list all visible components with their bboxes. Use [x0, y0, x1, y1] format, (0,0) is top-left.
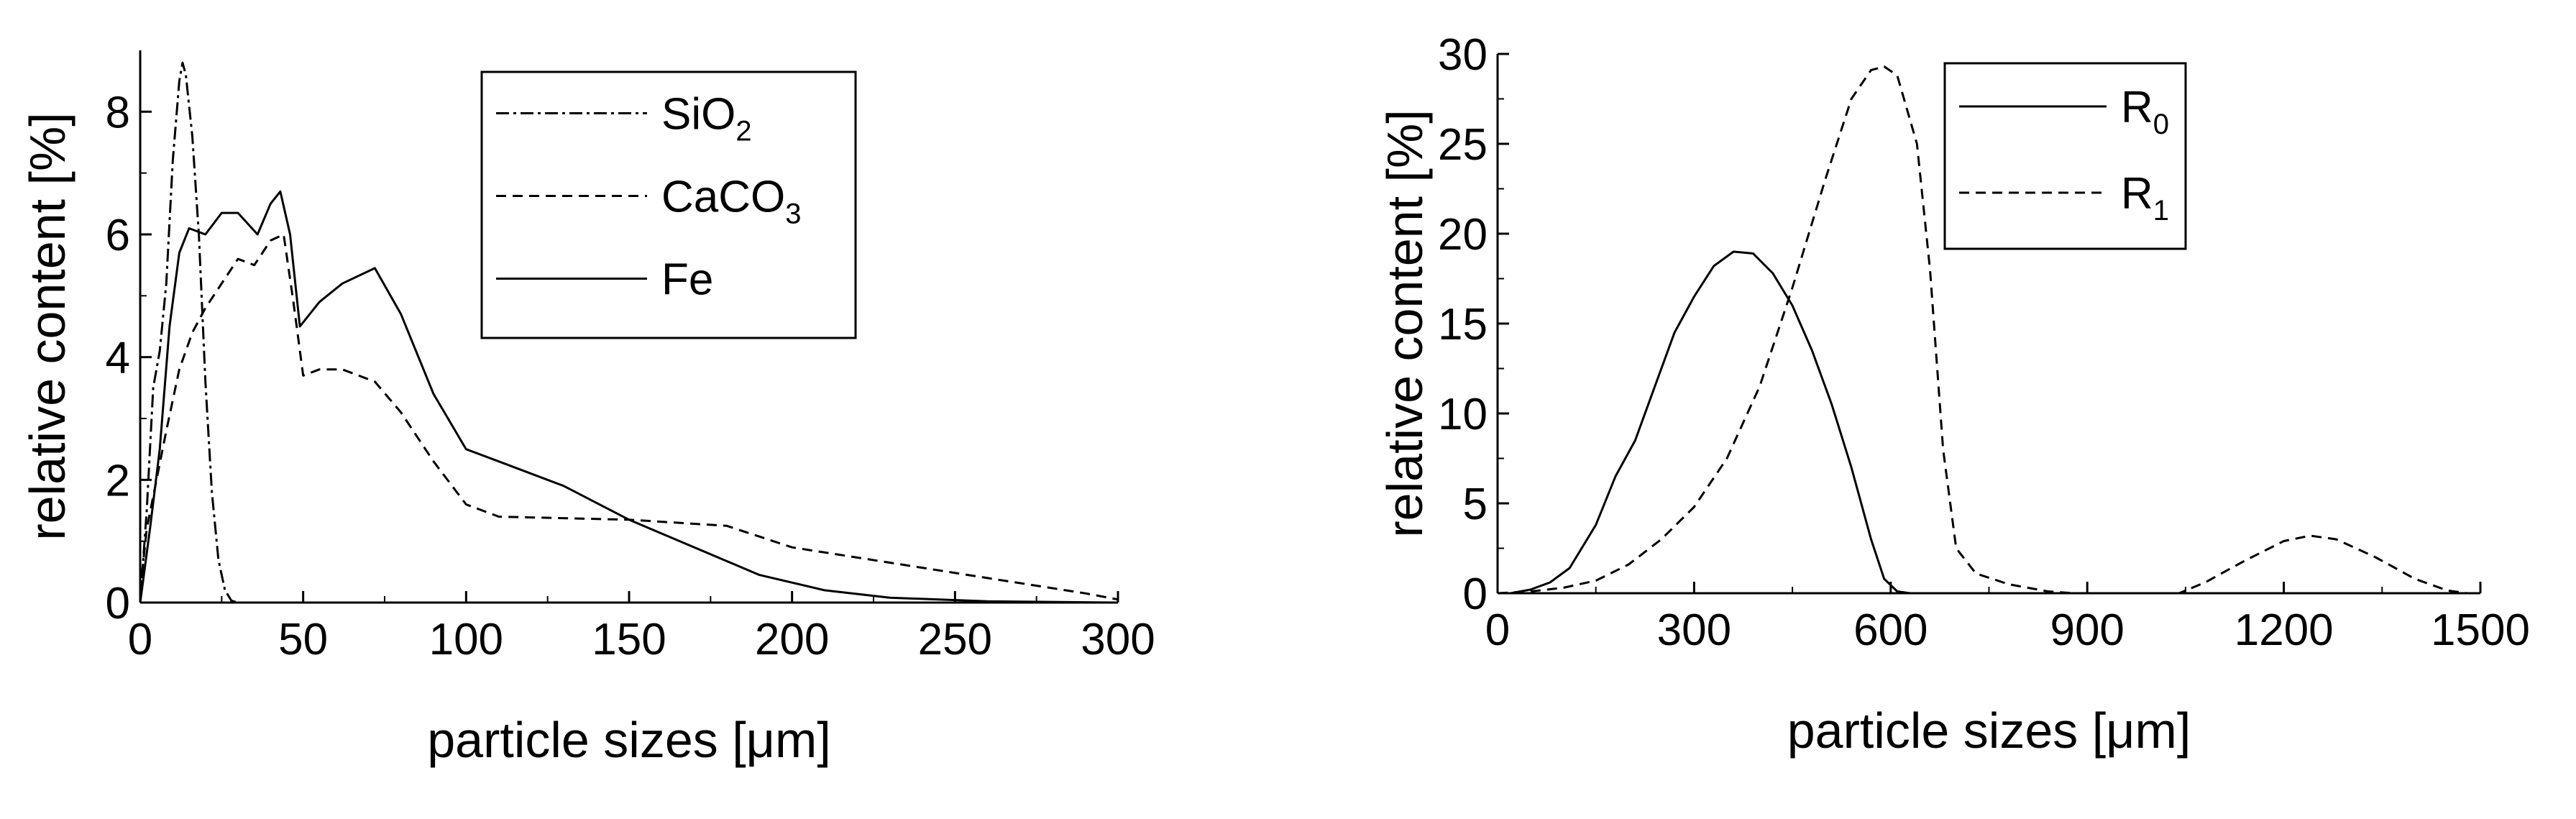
y-tick-label: 4 — [106, 334, 130, 383]
x-axis-title: particle sizes [μm] — [427, 712, 831, 768]
x-tick-label: 300 — [1657, 605, 1731, 655]
y-tick-label: 10 — [1438, 390, 1488, 439]
series-line-r0 — [1510, 250, 1911, 595]
y-tick-label: 25 — [1438, 120, 1488, 170]
legend-label: SiO2 — [661, 90, 752, 147]
x-tick-label: 250 — [918, 615, 992, 664]
chart-right: 0 300 600 900 1200 1500 0 5 10 15 20 25 30 particle s… — [1377, 30, 2530, 759]
y-tick-label: 6 — [106, 211, 130, 260]
legend-label: Fe — [661, 255, 713, 305]
y-tick-label: 2 — [106, 456, 130, 505]
y-tick-label: 20 — [1438, 210, 1488, 260]
y-axis-title: relative content [%] — [19, 112, 75, 540]
legend-label: R0 — [2121, 83, 2169, 140]
x-tick-label: 100 — [429, 615, 503, 664]
x-tick-label: 200 — [755, 615, 829, 664]
series-line-caco3 — [139, 233, 1119, 601]
legend-box — [1943, 62, 2187, 250]
y-tick-label: 8 — [106, 88, 130, 137]
legend-label: CaCO3 — [661, 173, 802, 230]
y-tick-label: 0 — [106, 579, 130, 628]
x-tick-label: 150 — [592, 615, 666, 664]
x-axis-title: particle sizes [μm] — [1787, 703, 2191, 759]
series-line-r1 — [1497, 65, 2468, 595]
y-tick-label: 5 — [1463, 480, 1488, 529]
x-tick-label: 300 — [1081, 615, 1155, 664]
y-tick-label: 15 — [1438, 300, 1488, 349]
y-tick-label: 30 — [1438, 30, 1488, 80]
x-tick-label: 1200 — [2234, 605, 2334, 655]
y-axis-title: relative content [%] — [1377, 109, 1433, 537]
legend-box — [480, 70, 857, 339]
x-tick-label: 50 — [278, 615, 328, 664]
x-tick-label: 600 — [1853, 605, 1928, 655]
legend-label: R1 — [2121, 169, 2169, 227]
x-tick-label: 900 — [2050, 605, 2124, 655]
y-tick-label: 0 — [1463, 569, 1488, 619]
chart-left: 0 50 100 150 200 250 300 0 2 4 6 8 particle sizes [μ… — [19, 50, 1155, 768]
series-line-sio2 — [139, 61, 239, 604]
legend: R0 R1 — [1943, 62, 2187, 250]
x-tick-label: 0 — [128, 615, 152, 664]
legend: SiO2 CaCO3 Fe — [480, 70, 857, 339]
x-tick-label: 0 — [1485, 605, 1510, 655]
x-tick-label: 1500 — [2431, 605, 2530, 655]
series-line-fe — [139, 190, 1119, 604]
